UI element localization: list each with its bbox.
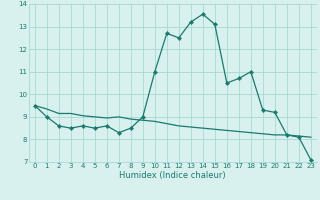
X-axis label: Humidex (Indice chaleur): Humidex (Indice chaleur) — [119, 171, 226, 180]
